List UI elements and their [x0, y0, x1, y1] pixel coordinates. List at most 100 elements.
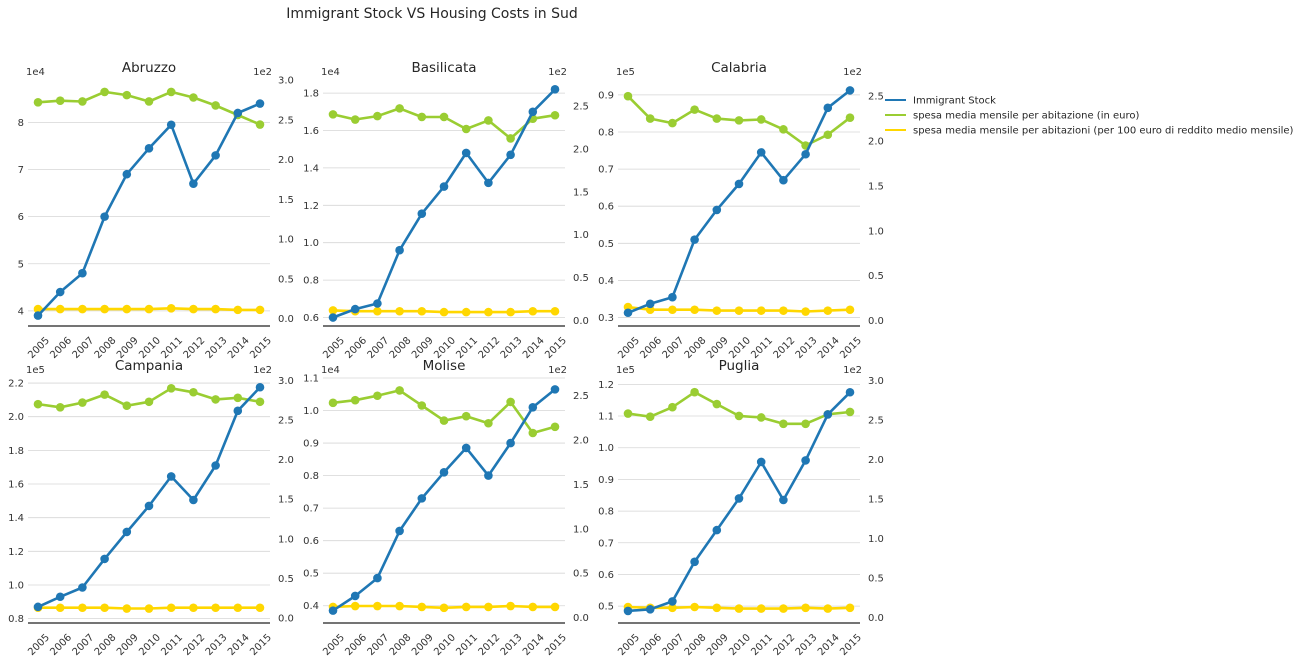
data-point	[395, 245, 404, 255]
left-tick-label: 1.1	[303, 374, 319, 385]
right-tick-label: 2.5	[573, 391, 589, 402]
panel-title: Puglia	[719, 358, 760, 374]
series-immigrant-stock	[623, 387, 855, 616]
left-axis-multiplier: 1e5	[616, 67, 635, 78]
x-tick-label: 2005	[321, 632, 347, 658]
data-point	[166, 87, 176, 97]
right-axis-multiplier: 1e2	[548, 365, 567, 376]
x-tick-label: 2011	[159, 632, 185, 658]
data-point	[417, 306, 427, 316]
data-point	[233, 393, 243, 403]
data-point	[78, 97, 87, 106]
x-tick-label: 2006	[48, 335, 74, 361]
x-tick-label: 2009	[115, 632, 141, 658]
series-line	[36, 102, 262, 317]
x-tick-label: 2011	[749, 632, 775, 658]
data-point	[211, 101, 220, 110]
right-axis-multiplier: 1e2	[548, 67, 567, 78]
data-point	[779, 125, 788, 134]
data-point	[823, 410, 833, 419]
data-point	[506, 307, 515, 317]
data-point	[255, 603, 265, 613]
right-tick-label: 3.0	[868, 376, 884, 387]
data-point	[734, 411, 744, 421]
x-tick-label: 2007	[71, 632, 97, 658]
data-point	[756, 604, 766, 613]
data-point	[734, 306, 744, 315]
data-point	[417, 209, 427, 219]
data-point	[690, 305, 699, 315]
data-point	[461, 411, 471, 421]
left-tick-label: 1.6	[8, 480, 24, 491]
data-point	[801, 419, 810, 429]
left-tick-label: 0.8	[598, 507, 614, 518]
right-tick-label: 0.5	[573, 569, 589, 580]
data-point	[461, 307, 471, 317]
data-point	[845, 603, 855, 613]
data-point	[690, 387, 699, 397]
right-tick-label: 2.0	[278, 455, 294, 466]
panel-basilicata: 0.6 0.8 1.0 1.2 1.4 1.6 1.8 0.0 0.5 1.0 1.5 2.0 2.5 1…	[303, 60, 589, 361]
legend-label: spesa media mensile per abitazioni (per …	[913, 126, 1294, 137]
left-tick-label: 2.2	[8, 379, 24, 390]
data-point	[668, 292, 677, 302]
series-spesa-media-mensile-per-abitazione-in-eu	[328, 104, 560, 143]
x-tick-label: 2014	[816, 335, 842, 361]
data-point	[484, 471, 493, 480]
data-point	[668, 597, 677, 606]
data-point	[100, 603, 109, 613]
figure-title: Immigrant Stock VS Housing Costs in Sud	[286, 6, 578, 22]
x-tick-label: 2012	[182, 632, 208, 658]
legend-entry: spesa media mensile per abitazioni (per …	[885, 126, 1294, 137]
left-tick-label: 2.0	[8, 412, 24, 423]
data-point	[55, 403, 65, 412]
right-tick-label: 0.0	[573, 613, 589, 624]
left-tick-label: 1.4	[303, 163, 319, 174]
x-tick-label: 2008	[388, 632, 414, 658]
data-point	[373, 391, 382, 401]
data-point	[668, 118, 677, 128]
data-point	[690, 557, 699, 567]
left-tick-label: 0.3	[598, 313, 614, 324]
series-immigrant-stock	[33, 99, 265, 320]
left-tick-label: 1.8	[8, 446, 24, 457]
data-point	[122, 401, 132, 411]
series-immigrant-stock	[33, 382, 265, 612]
panel-molise: 0.4 0.5 0.6 0.7 0.8 0.9 1.0 1.1 0.0 0.5 1.0 1.5 2.0 2…	[303, 358, 589, 658]
series-spesa-media-mensile-per-abitazione-in-eu	[623, 387, 855, 429]
data-point	[33, 97, 43, 107]
data-point	[461, 148, 471, 158]
x-tick-label: 2012	[772, 335, 798, 361]
left-tick-label: 1.8	[303, 89, 319, 100]
x-tick-label: 2015	[838, 632, 864, 658]
series-spesa-media-mensile-per-abitazioni-per-1	[623, 302, 855, 316]
data-point	[373, 573, 382, 583]
legend: Immigrant Stock spesa media mensile per a…	[885, 96, 1294, 137]
right-axis-multiplier: 1e2	[253, 365, 272, 376]
left-tick-label: 0.8	[8, 614, 24, 625]
data-point	[100, 87, 109, 97]
legend-label: Immigrant Stock	[913, 96, 996, 107]
panel-calabria: 0.3 0.4 0.5 0.6 0.7 0.8 0.9 0.0 0.5 1.0 1.5 2.0 2.5 1…	[598, 60, 884, 361]
data-point	[373, 111, 382, 121]
x-tick-label: 2010	[137, 632, 163, 658]
left-axis-multiplier: 1e5	[26, 365, 45, 376]
panel-title: Basilicata	[411, 60, 476, 76]
data-point	[845, 407, 855, 417]
right-tick-label: 1.0	[278, 534, 294, 545]
data-point	[550, 306, 560, 316]
data-point	[528, 107, 538, 117]
right-tick-label: 2.0	[573, 144, 589, 155]
x-tick-label: 2008	[388, 335, 414, 361]
data-point	[395, 306, 404, 316]
data-point	[550, 422, 560, 432]
x-tick-label: 2013	[794, 335, 820, 361]
data-point	[845, 387, 855, 397]
series-spesa-media-mensile-per-abitazione-in-eu	[33, 383, 265, 412]
data-point	[373, 601, 382, 611]
data-point	[623, 91, 633, 101]
x-tick-label: 2014	[226, 632, 252, 658]
left-tick-label: 0.4	[598, 276, 614, 287]
data-point	[122, 527, 132, 537]
x-tick-label: 2009	[705, 632, 731, 658]
